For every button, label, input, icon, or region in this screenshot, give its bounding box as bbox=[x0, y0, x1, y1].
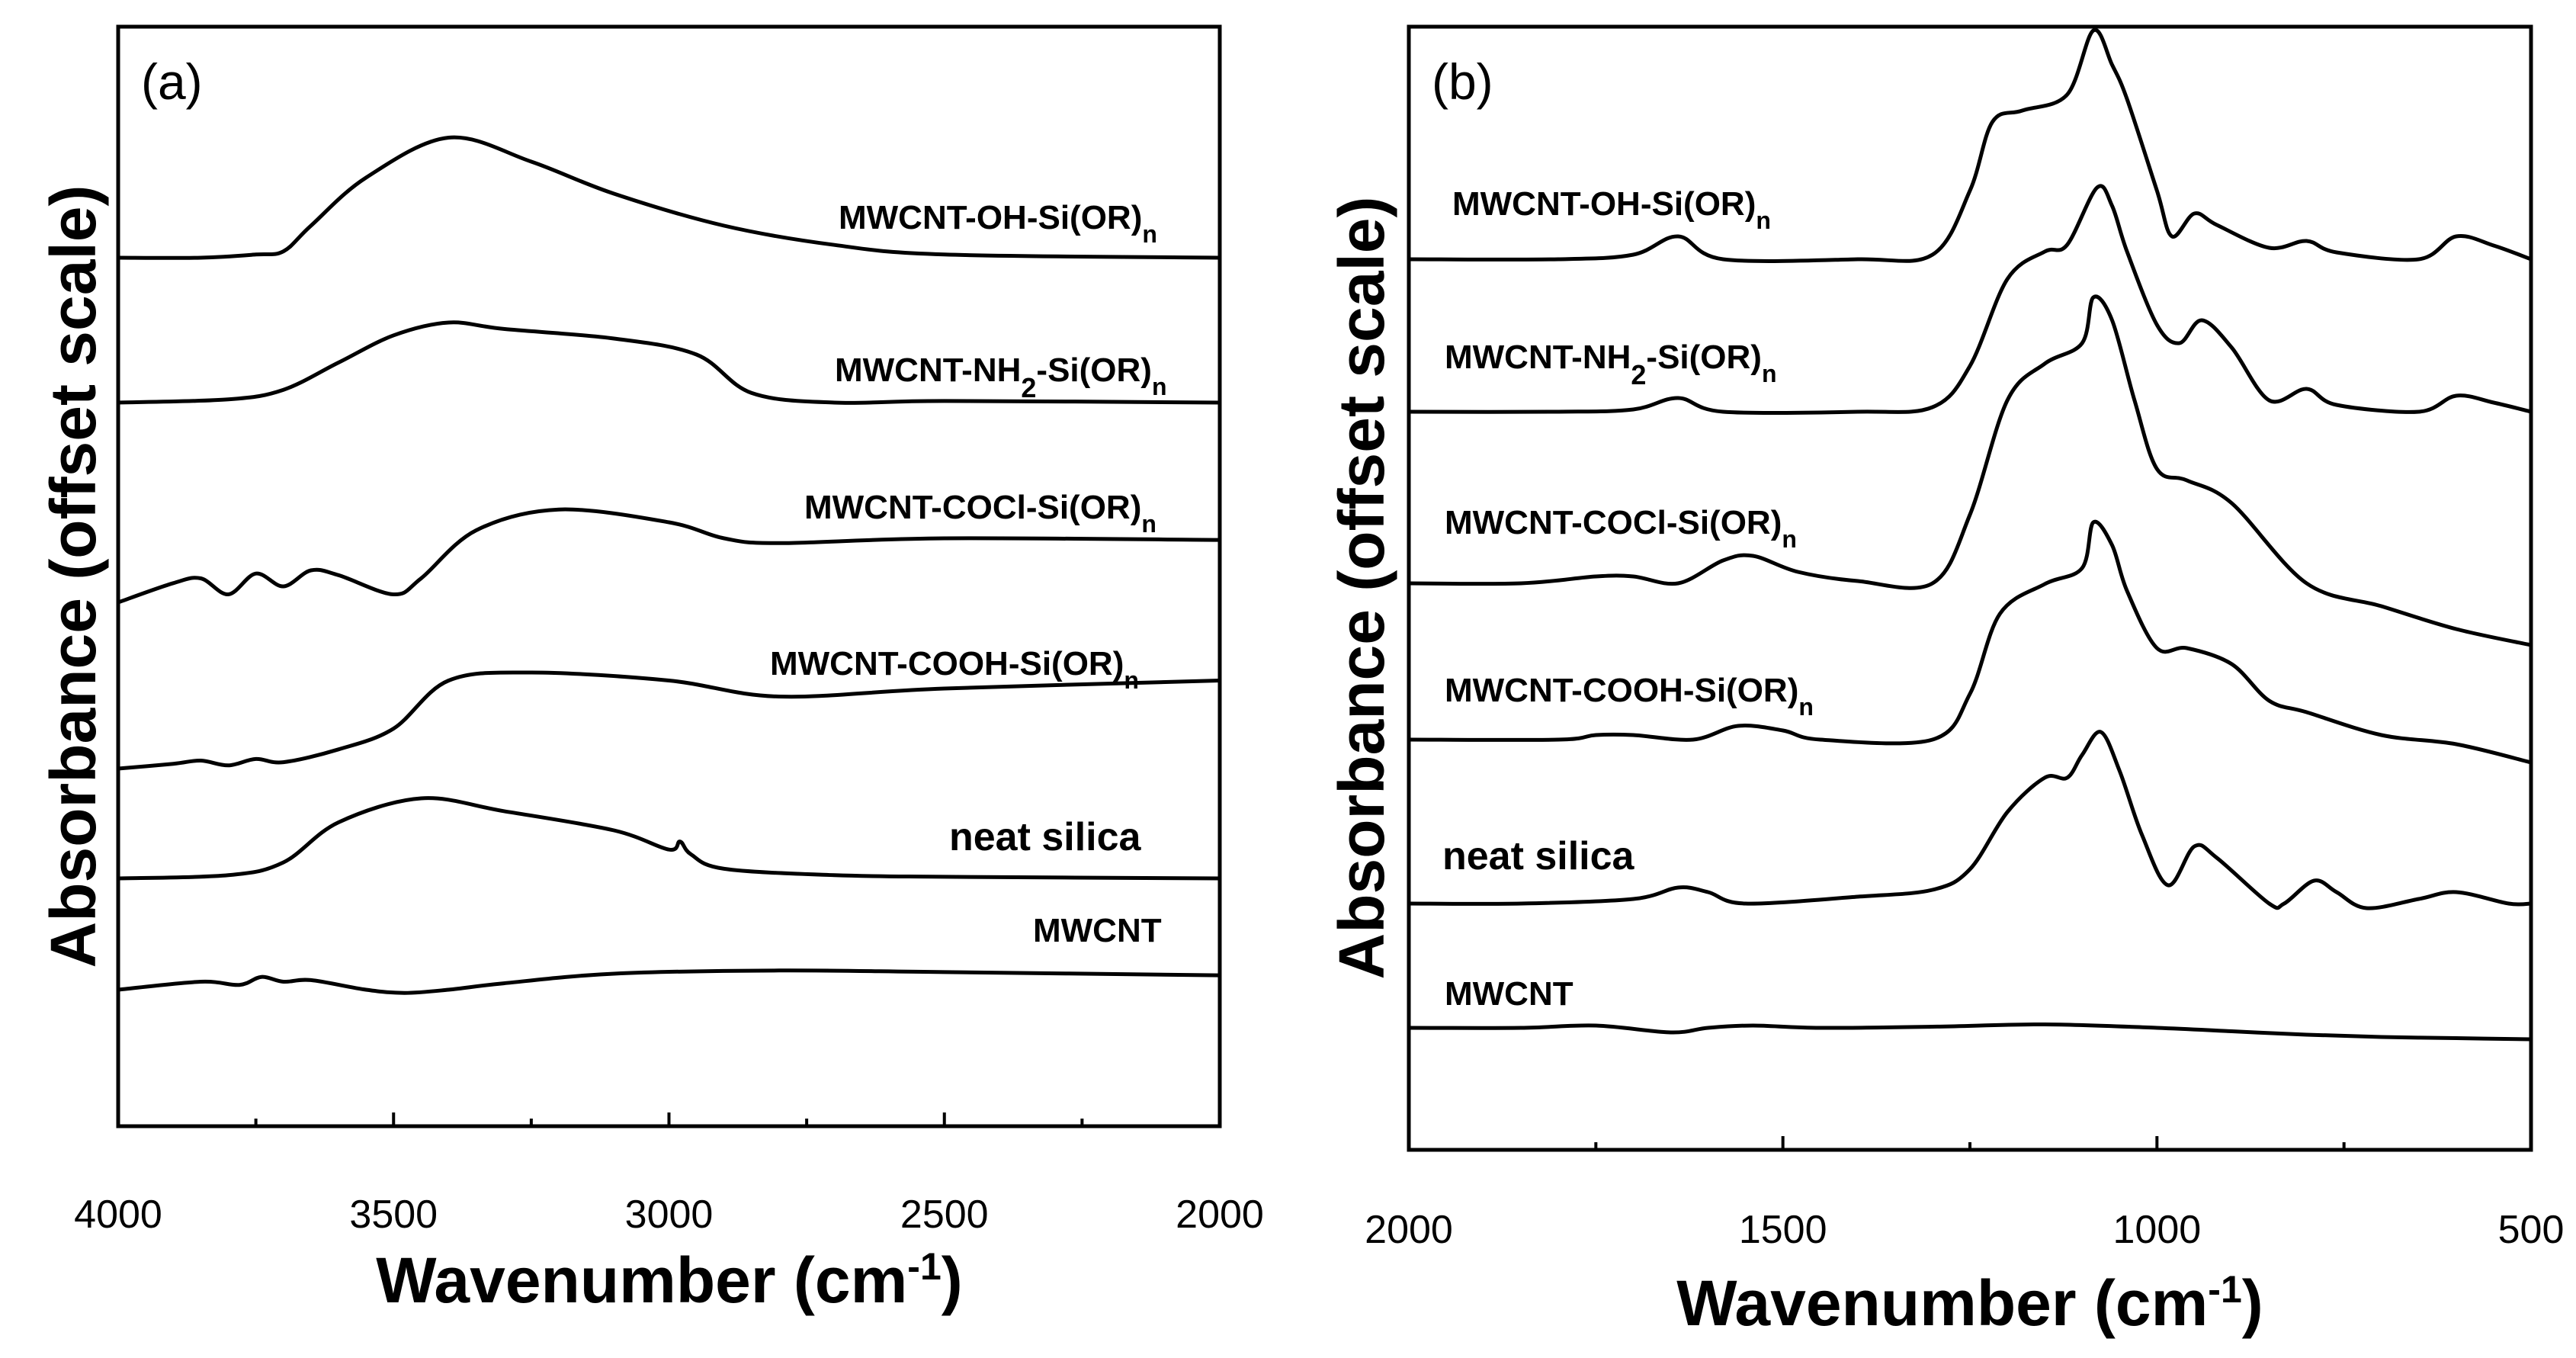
b-label-oh: MWCNT-OH-Si(OR)n bbox=[1452, 185, 1771, 234]
a-label-mwcnt: MWCNT bbox=[1033, 912, 1162, 949]
panel-a-series-line-5 bbox=[116, 968, 1222, 995]
panel-a-x-axis-title: Wavenumber (cm-1) bbox=[376, 1244, 963, 1316]
panel-a-label: (a) bbox=[141, 53, 203, 110]
panel-b-series-line-5 bbox=[1407, 1022, 2533, 1042]
panel-b-x-tick-label-1: 1500 bbox=[1739, 1208, 1827, 1252]
panel-a-series-group bbox=[116, 135, 1222, 995]
panel-b-x-axis-title: Wavenumber (cm-1) bbox=[1676, 1267, 2263, 1339]
panel-b-x-ticks: 2000 1500 1000 500 bbox=[1365, 1136, 2564, 1252]
panel-a-x-tick-label-4: 2000 bbox=[1176, 1193, 1264, 1237]
b-label-cooh: MWCNT-COOH-Si(OR)n bbox=[1445, 672, 1814, 721]
a-label-cooh: MWCNT-COOH-Si(OR)n bbox=[770, 645, 1139, 694]
panel-a-series-line-2 bbox=[116, 507, 1222, 605]
panel-a-x-ticks: 4000 3500 3000 2500 2000 bbox=[74, 1112, 1264, 1237]
panel-a-x-tick-label-3: 2500 bbox=[900, 1193, 989, 1237]
a-label-cocl: MWCNT-COCl-Si(OR)n bbox=[804, 489, 1156, 538]
panel-a-series-line-3 bbox=[116, 670, 1222, 771]
panel-b-series-line-0 bbox=[1407, 27, 2533, 263]
panel-b-series-group bbox=[1407, 27, 2533, 1042]
panel-b: (b) 2000 1500 1000 500 MWCNT-OH-Si(OR)n MWC… bbox=[1326, 24, 2564, 1339]
a-label-oh: MWCNT-OH-Si(OR)n bbox=[839, 199, 1157, 248]
panel-b-x-tick-label-2: 1000 bbox=[2112, 1208, 2201, 1252]
a-label-nh2: MWCNT-NH2-Si(OR)n bbox=[835, 352, 1167, 403]
panel-a-plot-frame bbox=[116, 24, 1222, 1128]
panel-b-label: (b) bbox=[1432, 53, 1493, 110]
panel-b-series-line-1 bbox=[1407, 184, 2533, 416]
panel-b-series-line-2 bbox=[1407, 294, 2533, 647]
b-label-cocl: MWCNT-COCl-Si(OR)n bbox=[1445, 504, 1797, 553]
panel-b-x-tick-label-0: 2000 bbox=[1365, 1208, 1453, 1252]
panel-b-x-tick-label-3: 500 bbox=[2498, 1208, 2565, 1252]
panel-a-series-line-4 bbox=[116, 796, 1222, 881]
b-label-mwcnt: MWCNT bbox=[1445, 975, 1574, 1013]
panel-b-series-line-4 bbox=[1407, 730, 2533, 910]
panel-a-series-line-0 bbox=[116, 135, 1222, 260]
panel-b-series-line-3 bbox=[1407, 519, 2533, 765]
panel-a: (a) 4000 3500 3000 2500 2000 MWCNT-OH-Si(OR)… bbox=[37, 24, 1264, 1316]
panel-b-y-axis-title: Absorbance (offset scale) bbox=[1326, 197, 1397, 980]
panel-a-x-tick-label-0: 4000 bbox=[74, 1193, 162, 1237]
b-label-nh2: MWCNT-NH2-Si(OR)n bbox=[1445, 339, 1777, 390]
panel-a-y-axis-title: Absorbance (offset scale) bbox=[37, 185, 109, 968]
panel-a-series-line-1 bbox=[116, 320, 1222, 405]
a-label-silica: neat silica bbox=[949, 815, 1142, 859]
panel-a-x-tick-label-1: 3500 bbox=[349, 1193, 438, 1237]
b-label-silica: neat silica bbox=[1442, 834, 1635, 878]
panel-a-x-tick-label-2: 3000 bbox=[625, 1193, 714, 1237]
